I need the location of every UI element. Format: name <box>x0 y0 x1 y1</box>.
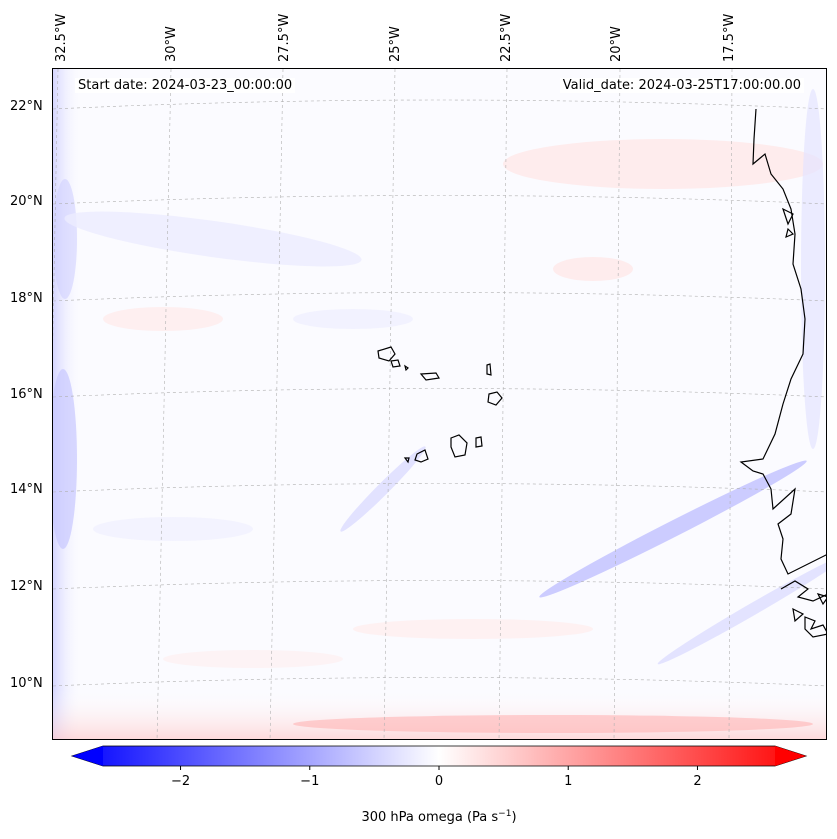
lat-tick-label: 18°N <box>10 291 43 306</box>
start-date-label: Start date: 2024-03-23_00:00:00 <box>75 78 296 93</box>
colorbar-label-close: ) <box>511 810 516 825</box>
lon-tick-label: 20°W <box>609 26 624 62</box>
colorbar-label-sup: −1 <box>498 809 511 819</box>
omega-shading <box>53 69 826 739</box>
lon-tick-label: 22.5°W <box>499 13 514 62</box>
colorbar-ticks: −2 −1 0 1 2 <box>171 766 702 789</box>
colorbar-body <box>70 745 808 767</box>
lon-tick-label: 32.5°W <box>54 13 69 62</box>
lon-tick-label: 25°W <box>388 26 403 62</box>
lat-tick-label: 14°N <box>10 482 43 497</box>
colorbar-high-extend <box>775 746 806 766</box>
colorbar-tick-label: −2 <box>171 774 190 789</box>
colorbar-tick-label: 1 <box>564 774 572 789</box>
colorbar-low-extend <box>72 746 103 766</box>
colorbar-tick-label: −1 <box>300 774 319 789</box>
lat-tick-label: 22°N <box>10 99 43 114</box>
colorbar-tick-label: 2 <box>693 774 701 789</box>
colorbar-label-text: 300 hPa omega (Pa s <box>361 810 498 825</box>
colorbar: −2 −1 0 1 2 300 hPa omega (Pa s−1) <box>70 745 808 825</box>
coastline <box>739 108 826 638</box>
lat-tick-label: 10°N <box>10 676 43 691</box>
map-panel <box>52 68 827 740</box>
lat-tick-label: 12°N <box>10 579 43 594</box>
lon-tick-label: 30°W <box>164 26 179 62</box>
colorbar-tick-label: 0 <box>435 774 443 789</box>
lat-tick-label: 20°N <box>10 194 43 209</box>
lon-tick-label: 17.5°W <box>722 13 737 62</box>
cape-verde-islands <box>377 346 503 464</box>
lon-tick-label: 27.5°W <box>277 13 292 62</box>
omega-field-map <box>53 69 826 739</box>
colorbar-label: 300 hPa omega (Pa s−1) <box>361 809 516 825</box>
valid-date-label: Valid_date: 2024-03-25T17:00:00.00 <box>559 78 804 93</box>
graticule <box>53 69 826 739</box>
lat-tick-label: 16°N <box>10 387 43 402</box>
